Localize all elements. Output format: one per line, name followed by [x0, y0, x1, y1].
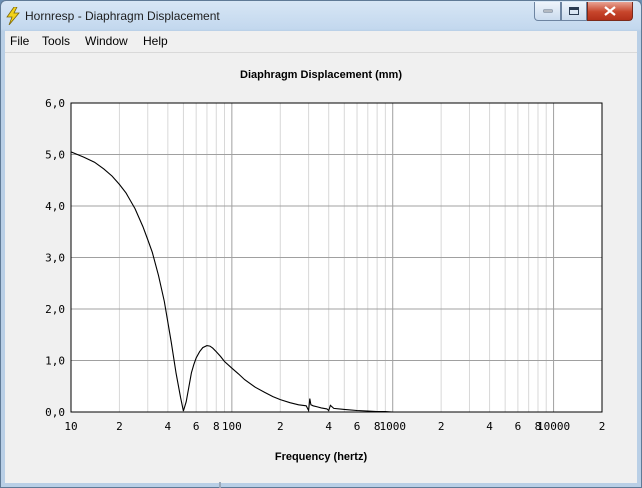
menu-bar: File Tools Window Help	[5, 31, 637, 53]
y-tick-label: 1,0	[45, 355, 65, 368]
x-tick-label: 6	[515, 420, 522, 433]
x-tick-label: 6	[354, 420, 361, 433]
chart-panel: Diaphragm Displacement (mm) 0,0 1,0 2,0 3,0…	[5, 53, 637, 483]
x-tick-label: 6	[193, 420, 200, 433]
x-tick-label: 10	[64, 420, 77, 433]
x-tick-label: 4	[325, 420, 332, 433]
x-tick-label: 4	[165, 420, 172, 433]
x-tick-label: 2	[116, 420, 123, 433]
minimize-button[interactable]	[534, 2, 561, 21]
x-tick-label: 8	[213, 420, 220, 433]
plot-border	[70, 102, 603, 413]
divider	[219, 482, 221, 488]
menu-tools[interactable]: Tools	[42, 34, 71, 48]
window-title: Hornresp - Diaphragm Displacement	[25, 9, 220, 23]
x-tick-label: 2	[438, 420, 445, 433]
chart-title: Diaphragm Displacement (mm)	[240, 69, 402, 81]
x-tick-label: 4	[486, 420, 493, 433]
menu-window[interactable]: Window	[85, 34, 128, 48]
x-tick-label: 2	[277, 420, 284, 433]
y-tick-label: 5,0	[45, 149, 65, 162]
displacement-chart: 0,01,02,03,04,05,06,010 2 4 6 8 100 2 4 6 8 1000 2 4…	[45, 97, 606, 433]
lightning-icon	[6, 7, 20, 25]
x-tick-label: 2	[599, 420, 606, 433]
maximize-button[interactable]	[561, 2, 587, 21]
minimize-icon	[543, 9, 552, 13]
x-tick-label: 8	[374, 420, 381, 433]
y-tick-label: 4,0	[45, 200, 65, 213]
x-tick-label: 1000	[379, 420, 406, 433]
x-tick-label: 100	[222, 420, 242, 433]
title-bar[interactable]: Hornresp - Diaphragm Displacement	[1, 1, 641, 31]
y-tick-label: 2,0	[45, 303, 65, 316]
y-tick-label: 0,0	[45, 406, 65, 419]
maximize-icon	[569, 7, 579, 15]
close-icon	[604, 6, 616, 16]
series-line-0	[70, 151, 400, 413]
menu-file[interactable]: File	[10, 34, 30, 48]
y-tick-label: 6,0	[45, 97, 65, 110]
x-tick-label: 8	[535, 420, 542, 433]
menu-help[interactable]: Help	[143, 34, 168, 48]
close-button[interactable]	[587, 2, 633, 21]
x-tick-label: 10000	[537, 420, 570, 433]
x-axis-label: Frequency (hertz)	[274, 451, 368, 463]
y-tick-label: 3,0	[45, 252, 65, 265]
